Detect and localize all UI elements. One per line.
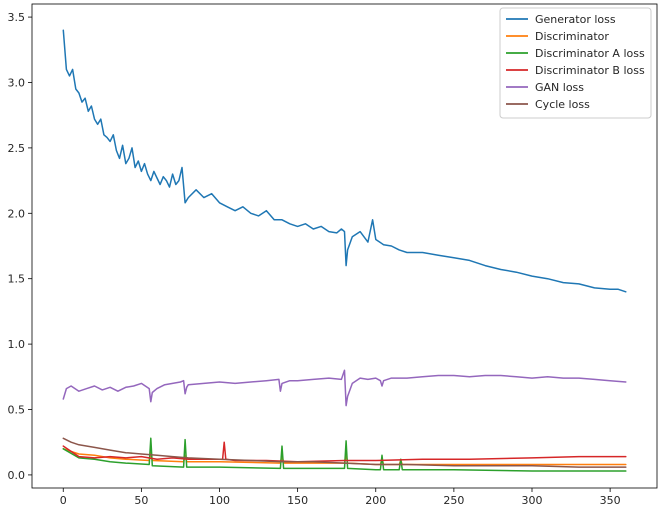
legend-label: Discriminator — [535, 30, 609, 43]
y-tick-label: 3.0 — [8, 76, 26, 89]
legend: Generator loss Discriminator Discriminator… — [499, 7, 652, 119]
x-tick-label: 250 — [443, 494, 464, 507]
x-tick-label: 350 — [600, 494, 621, 507]
series-line-3 — [62, 441, 627, 463]
y-tick-label: 2.5 — [8, 142, 26, 155]
series-layer — [62, 29, 627, 472]
y-tick-label: 1.0 — [8, 338, 26, 351]
x-tick-label: 150 — [287, 494, 308, 507]
y-tick-label: 0.5 — [8, 404, 26, 417]
legend-label: Discriminator B loss — [535, 64, 645, 77]
x-tick-label: 100 — [209, 494, 230, 507]
y-tick-label: 2.0 — [8, 207, 26, 220]
x-tick-label: 300 — [522, 494, 543, 507]
y-tick-label: 3.5 — [8, 11, 26, 24]
legend-label: Discriminator A loss — [535, 47, 645, 60]
x-tick-label: 0 — [60, 494, 67, 507]
series-line-0 — [62, 29, 627, 293]
legend-box — [499, 7, 652, 119]
x-tick-label: 50 — [134, 494, 148, 507]
legend-label: GAN loss — [535, 81, 584, 94]
legend-label: Cycle loss — [535, 98, 590, 111]
x-tick-label: 200 — [365, 494, 386, 507]
series-line-4 — [62, 369, 627, 407]
axes-layer: 0 50 100 150 200 250 300 350 0.0 0.5 1.0 1.5 2.0 2.5 3… — [8, 11, 621, 507]
y-tick-label: 0.0 — [8, 469, 26, 482]
series-line-5 — [62, 437, 627, 468]
legend-label: Generator loss — [535, 13, 616, 26]
plot-frame — [31, 3, 658, 489]
y-tick-label: 1.5 — [8, 273, 26, 286]
